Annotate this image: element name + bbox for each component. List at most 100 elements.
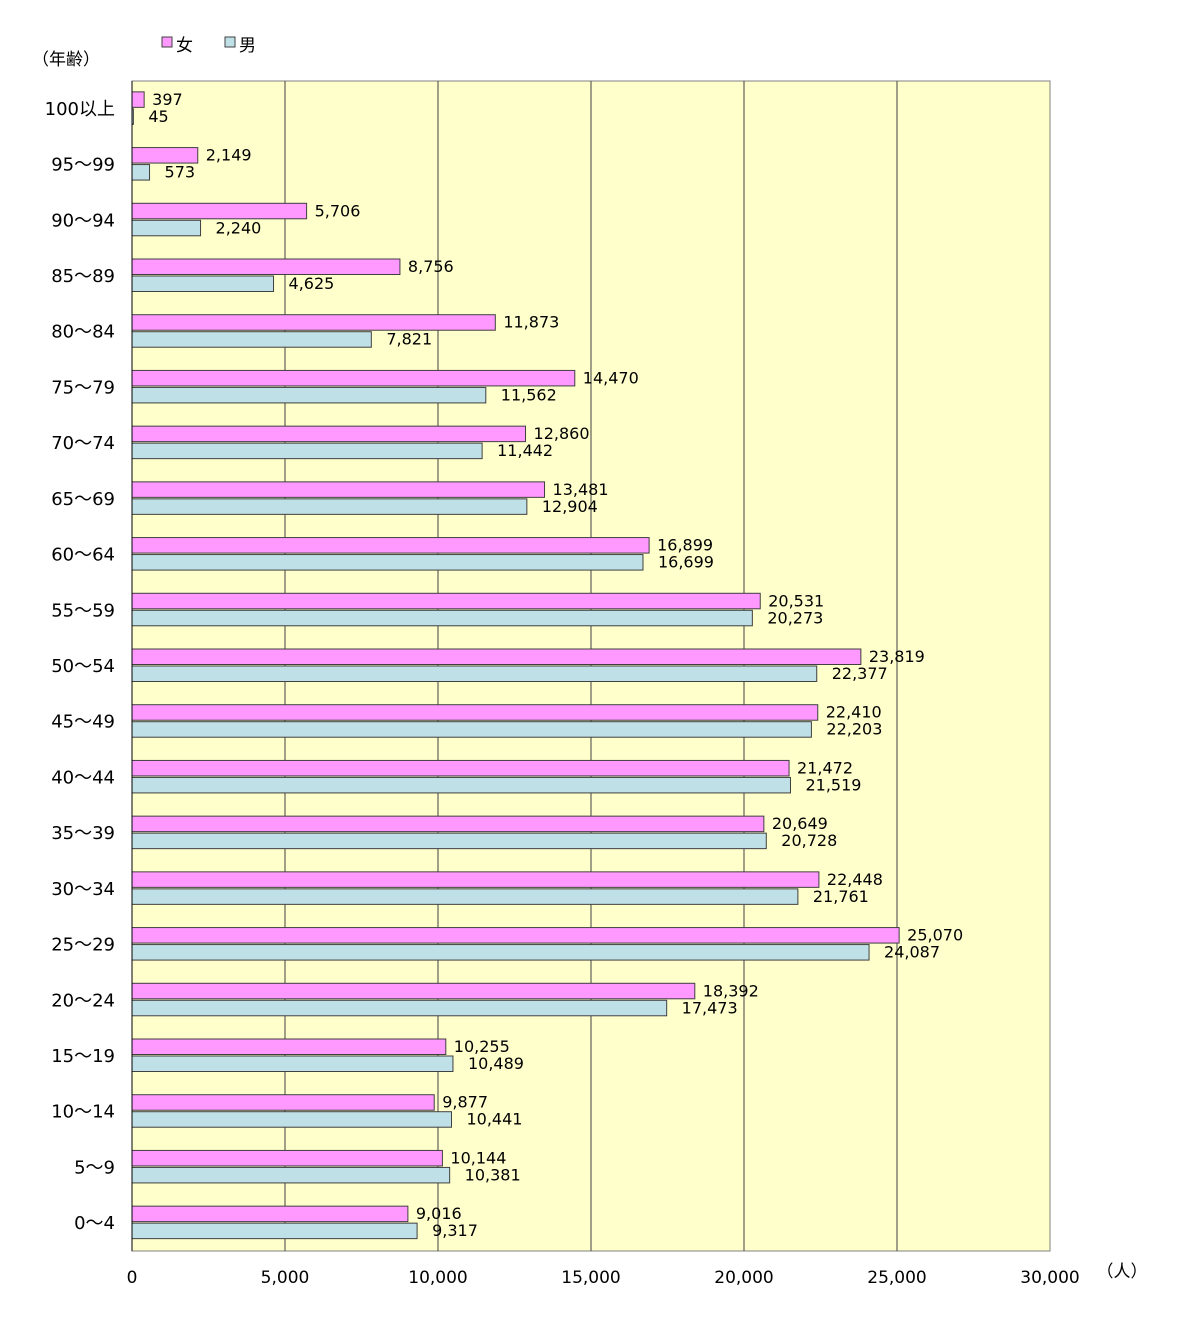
bar-male	[131, 776, 791, 794]
bar-male	[131, 999, 668, 1017]
value-label-female: 10,144	[450, 1148, 506, 1167]
value-label-male: 11,562	[501, 385, 557, 404]
category-label: 65～69	[51, 489, 115, 510]
y-axis-label: （年齢）	[32, 50, 100, 70]
bar-male	[131, 665, 818, 682]
value-label-male: 573	[165, 163, 196, 182]
bar-male	[131, 888, 799, 905]
category-label: 10～14	[51, 1102, 115, 1123]
category-label: 40～44	[51, 767, 115, 788]
value-label-male: 4,625	[289, 274, 335, 293]
value-label-male: 16,699	[658, 553, 714, 572]
category-label: 90～94	[51, 210, 115, 231]
value-label-male: 45	[148, 107, 168, 126]
x-tick-label: 10,000	[408, 1268, 467, 1288]
bar-female	[131, 481, 546, 498]
category-label: 5～9	[74, 1157, 115, 1178]
legend-label-male: 男	[239, 36, 256, 56]
value-label-female: 21,472	[797, 758, 853, 777]
value-label-female: 22,448	[827, 870, 883, 889]
category-label: 55～59	[51, 600, 115, 621]
category-label: 30～34	[51, 879, 115, 900]
value-label-male: 10,489	[468, 1054, 524, 1073]
value-label-male: 2,240	[216, 218, 262, 237]
bars	[131, 91, 900, 1240]
bar-male	[131, 1166, 451, 1184]
category-label: 95～99	[51, 155, 115, 176]
bar-male	[131, 219, 202, 237]
value-label-female: 8,756	[408, 257, 454, 276]
bar-male	[131, 944, 870, 961]
value-label-female: 20,649	[772, 814, 828, 833]
x-tick-label: 20,000	[714, 1268, 773, 1288]
category-label: 0～4	[74, 1213, 115, 1234]
bar-male	[131, 1055, 454, 1072]
bar-female	[131, 1038, 447, 1055]
bar-male	[131, 554, 644, 571]
bar-male	[131, 1111, 452, 1128]
x-tick-labels: 0 5,000 10,000 15,000 20,000 25,000 30,000	[127, 1268, 1080, 1288]
bar-male	[131, 721, 812, 738]
bar-female	[131, 815, 765, 833]
value-label-male: 20,273	[767, 608, 823, 627]
value-label-female: 16,899	[657, 536, 713, 555]
value-label-male: 21,519	[805, 775, 861, 794]
bar-female	[131, 258, 401, 275]
bar-female	[131, 147, 199, 164]
legend-label-female: 女	[176, 36, 193, 56]
value-label-male: 22,203	[826, 720, 882, 739]
category-label: 70～74	[51, 433, 115, 454]
category-label: 35～39	[51, 823, 115, 844]
category-label: 85～89	[51, 266, 115, 287]
bar-male	[131, 1222, 418, 1240]
category-label: 75～79	[51, 377, 115, 398]
value-label-male: 12,904	[542, 497, 598, 516]
value-label-female: 2,149	[206, 146, 252, 165]
value-label-female: 9,016	[416, 1204, 462, 1223]
bar-female	[131, 202, 308, 220]
category-labels: 0～4 5～9 10～14 15～19 20～24 25～29 30～34 35～39 40～4…	[45, 99, 115, 1234]
value-label-female: 13,481	[553, 480, 609, 499]
value-label-male: 24,087	[884, 943, 940, 962]
value-label-female: 397	[152, 90, 183, 109]
category-label: 50～54	[51, 656, 115, 677]
bar-female	[131, 369, 576, 387]
value-label-female: 5,706	[315, 201, 361, 220]
bar-female	[131, 1094, 435, 1111]
bar-male	[131, 275, 275, 292]
legend: 女 男	[161, 36, 256, 56]
category-label: 15～19	[51, 1046, 115, 1067]
bar-female	[131, 425, 527, 443]
bar-male	[131, 609, 753, 627]
value-label-female: 10,255	[454, 1037, 510, 1056]
category-label: 25～29	[51, 935, 115, 956]
x-axis-unit-label: （人）	[1097, 1262, 1148, 1282]
value-label-male: 17,473	[682, 998, 738, 1017]
x-tick-label: 15,000	[561, 1268, 620, 1288]
value-label-female: 14,470	[583, 368, 639, 387]
value-label-male: 10,441	[466, 1110, 522, 1129]
bar-male	[131, 386, 487, 404]
bar-female	[131, 91, 145, 108]
value-label-female: 22,410	[826, 703, 882, 722]
value-label-male: 21,761	[813, 887, 869, 906]
bar-female	[131, 871, 820, 888]
value-label-female: 18,392	[703, 981, 759, 1000]
bar-male	[131, 498, 528, 515]
bar-female	[131, 704, 819, 721]
legend-swatch-male	[224, 36, 236, 48]
value-labels: 9,0169,31710,14410,3819,87710,44110,2551…	[148, 90, 963, 1240]
x-tick-label: 5,000	[261, 1268, 310, 1288]
value-label-male: 7,821	[386, 330, 432, 349]
category-label: 20～24	[51, 990, 115, 1011]
value-label-male: 9,317	[432, 1221, 478, 1240]
bar-female	[131, 314, 496, 331]
bar-male	[131, 442, 483, 460]
value-label-male: 22,377	[832, 664, 888, 683]
bar-male	[131, 164, 151, 181]
x-tick-label: 30,000	[1020, 1268, 1079, 1288]
bar-female	[131, 927, 900, 944]
bar-female	[131, 759, 790, 777]
bar-female	[131, 982, 696, 1000]
